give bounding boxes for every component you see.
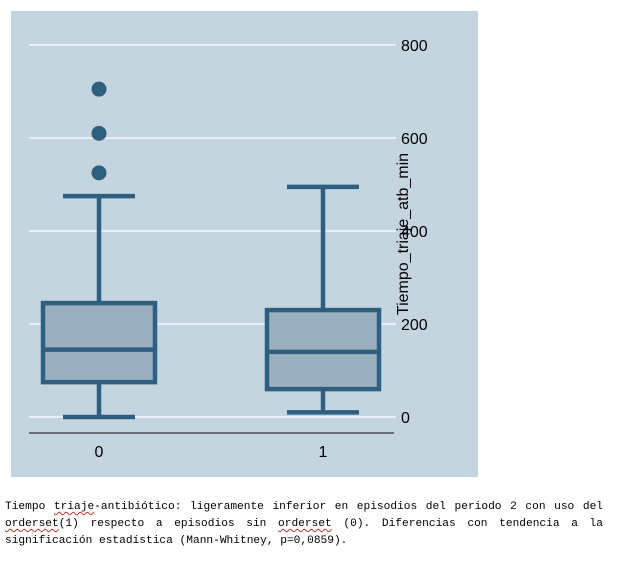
caption-flagged-word: orderset: [278, 518, 332, 530]
figure-caption: Tiempo triaje-antibiótico: ligeramente i…: [5, 499, 603, 550]
boxplot-chart: 0 200 400 600 800 0 1 Tiempo_triaje_atb_min: [29, 38, 428, 461]
y-tick-label: 600: [401, 131, 428, 148]
y-tick-label: 0: [401, 410, 410, 427]
outlier-point: [91, 125, 107, 141]
x-tick-label: 0: [95, 444, 104, 461]
caption-text: Tiempo: [5, 501, 54, 513]
x-tick-label: 1: [319, 444, 328, 461]
caption-flagged-word: triaje: [53, 501, 95, 513]
caption-text: (1) respecto a episodios sin: [58, 518, 279, 530]
y-axis-label: Tiempo_triaje_atb_min: [395, 153, 412, 315]
plot-panel: 0 200 400 600 800 0 1 Tiempo_triaje_atb_min: [11, 11, 478, 477]
caption-text: -antibiótico: ligeramente inferior en ep…: [94, 501, 603, 513]
y-tick-label: 200: [401, 317, 428, 334]
box-iqr: [40, 300, 158, 385]
box-iqr: [264, 307, 382, 392]
outlier-point: [91, 165, 107, 181]
y-tick-label: 400: [401, 224, 428, 241]
y-tick-label: 800: [401, 38, 428, 55]
outlier-point: [91, 81, 107, 97]
caption-flagged-word: orderset: [5, 518, 59, 530]
caption-text: (0). Diferencias con tendencia a la sign…: [5, 518, 603, 547]
